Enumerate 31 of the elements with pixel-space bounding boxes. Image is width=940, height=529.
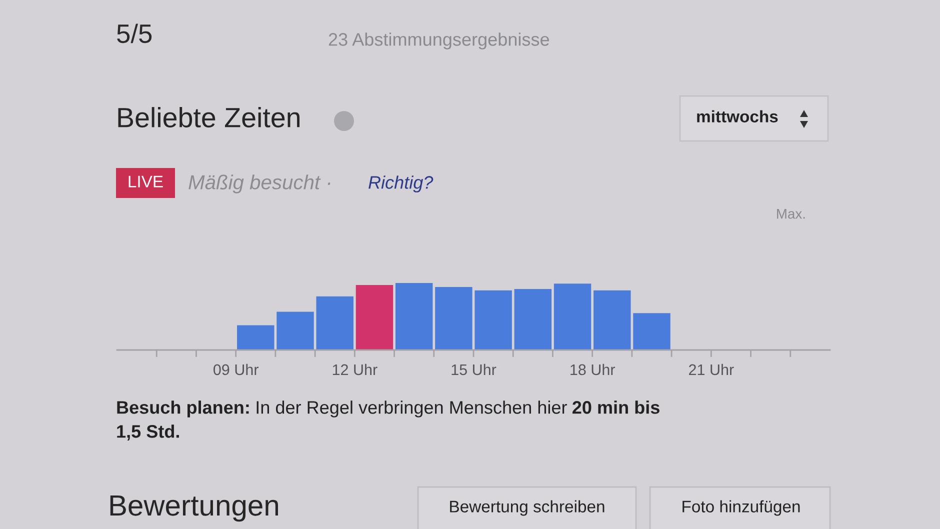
- bar: [633, 313, 670, 350]
- text: 5/5: [117, 24, 152, 44]
- chart-title: Beliebte Zeiten: [118, 107, 300, 128]
- text: 23 Abstimmungsergebnisse: [328, 32, 550, 50]
- text: Bewertungen: [110, 495, 278, 522]
- bar: [316, 296, 354, 350]
- bar: [276, 312, 314, 350]
- text: mittwochs: [697, 110, 778, 122]
- bar: [395, 283, 433, 350]
- text: Max.: [777, 209, 805, 219]
- text: LIVE: [128, 176, 163, 188]
- bar: [435, 287, 472, 350]
- bar: [594, 290, 631, 350]
- text: Besuch planen:: [117, 400, 249, 418]
- bar: [474, 290, 512, 350]
- text: Mäßig besucht ·: [188, 174, 330, 194]
- x-tick-label: 09 Uhr: [214, 364, 259, 376]
- bar: [356, 285, 394, 350]
- x-tick-label: 18 Uhr: [570, 364, 616, 376]
- x-tick-label: 12 Uhr: [332, 364, 378, 376]
- text: 1,5 Std.: [117, 424, 179, 440]
- text: In der Regel verbringen Menschen hier: [256, 400, 567, 418]
- x-tick-label: 21 Uhr: [689, 364, 734, 376]
- bar: [237, 325, 274, 350]
- text: Foto hinzufügen: [682, 500, 800, 516]
- bar: [514, 289, 552, 350]
- text: Richtig?: [368, 176, 434, 192]
- text: Bewertung schreiben: [450, 500, 604, 516]
- x-tick-label: 15 Uhr: [452, 364, 496, 376]
- bar: [554, 284, 592, 350]
- text: 20 min bis: [572, 400, 660, 414]
